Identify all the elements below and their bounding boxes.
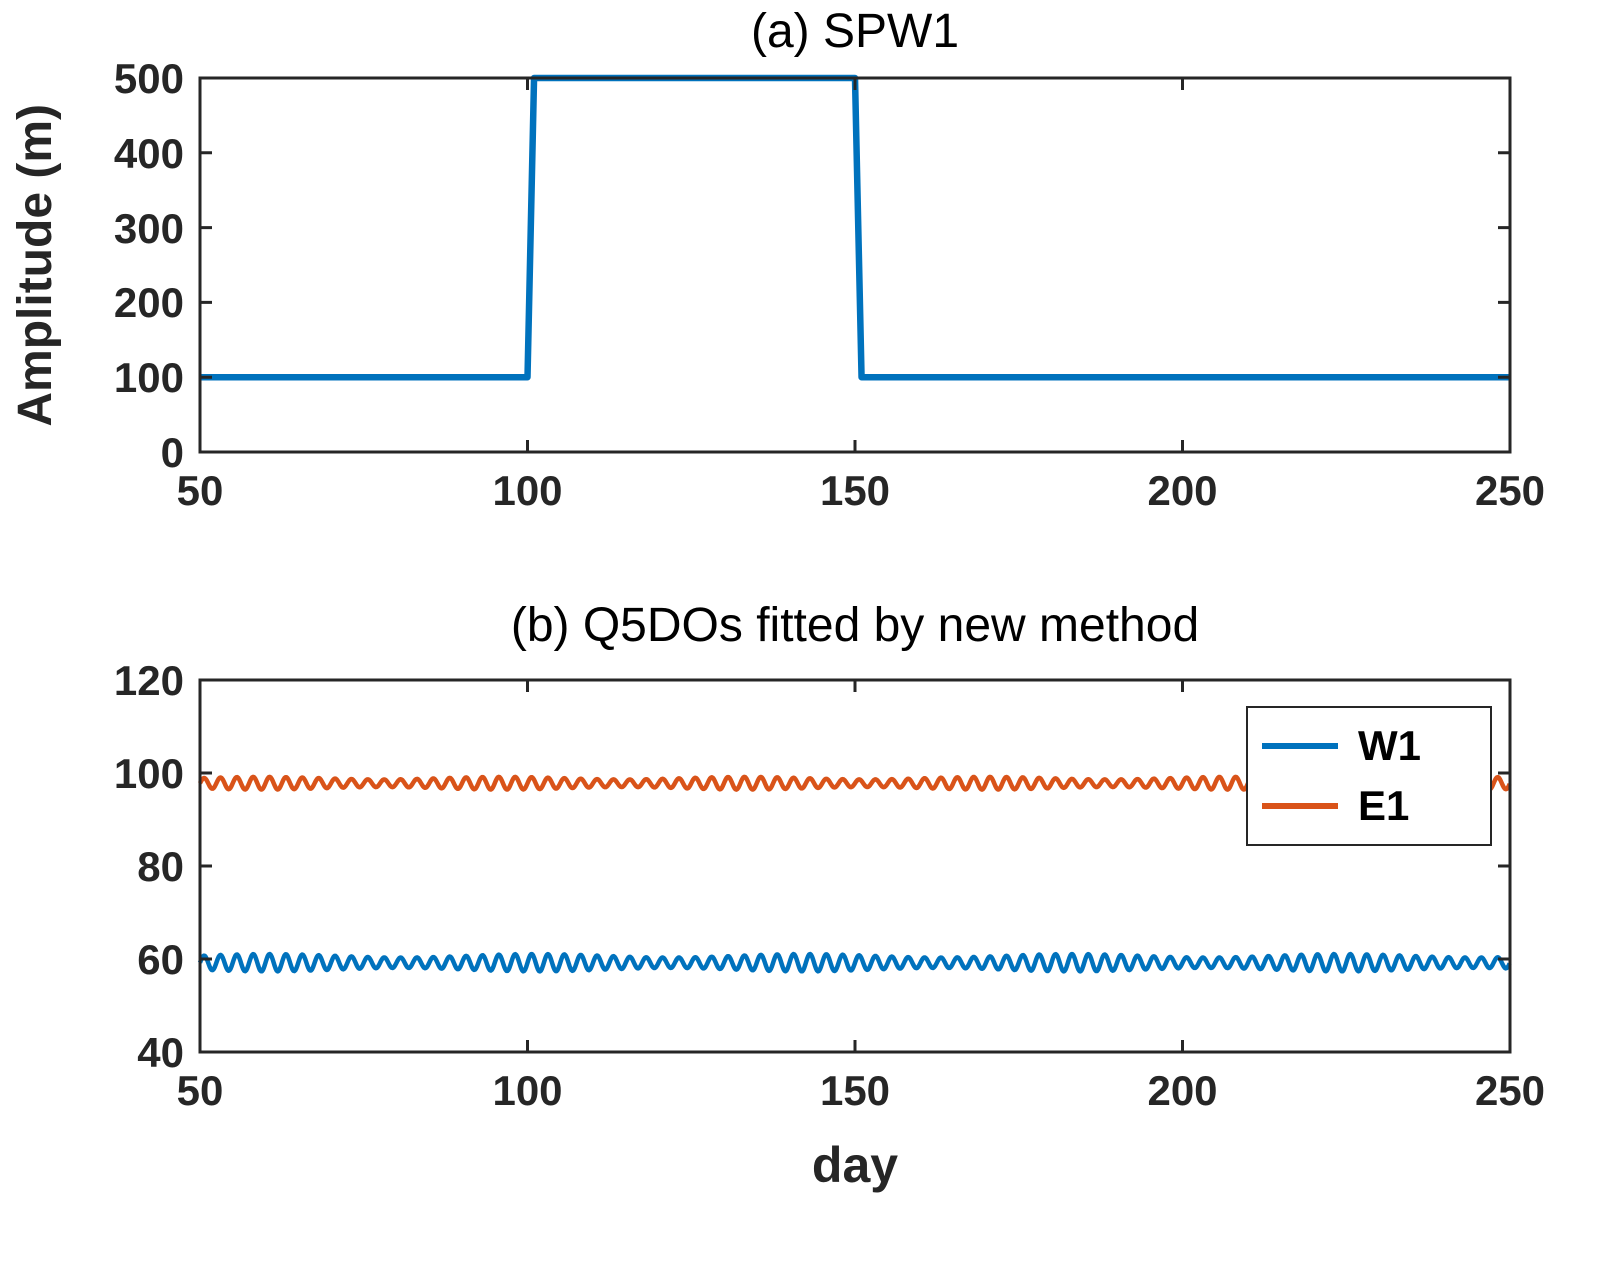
chart-a-y-tick-label: 100 xyxy=(113,354,184,402)
legend-line-w1-swatch xyxy=(1262,743,1338,750)
chart-b-y-tick-label: 120 xyxy=(113,657,184,704)
chart-a-ylabel: Amplitude (m) xyxy=(8,60,63,470)
chart-b-x-tick-label: 50 xyxy=(176,1067,224,1114)
chart-a-canvas xyxy=(198,74,1512,454)
chart-a-tick-marks xyxy=(198,76,1512,454)
legend-line-e1-swatch xyxy=(1262,802,1338,809)
chart-b-y-tick-label: 80 xyxy=(137,843,184,890)
chart-a-title: (a) SPW1 xyxy=(750,5,960,58)
series-line-w1 xyxy=(197,951,1512,974)
chart-a-y-tick-label: 300 xyxy=(113,204,184,252)
legend-label-e1: E1 xyxy=(1358,781,1410,829)
chart-b-tick-marks xyxy=(198,678,1512,1054)
legend-item-e1: E1 xyxy=(1248,781,1490,829)
chart-b-title: (b) Q5DOs fitted by new method xyxy=(510,599,1200,652)
chart-b-y-tick-label: 60 xyxy=(137,936,184,983)
chart-b-x-tick-label: 250 xyxy=(1474,1067,1546,1114)
chart-a-x-tick-label: 50 xyxy=(176,467,224,514)
chart-a-x-tick-label: 250 xyxy=(1474,467,1546,514)
chart-b-y-tick-label: 40 xyxy=(137,1029,184,1076)
chart-b-y-tick-label: 100 xyxy=(113,750,184,797)
chart-b-legend: W1 E1 xyxy=(1246,706,1492,846)
chart-a-y-tick-label: 200 xyxy=(113,279,184,327)
chart-b-x-tick-label: 150 xyxy=(819,1067,891,1114)
chart-a-y-tick-label: 0 xyxy=(160,429,184,476)
chart-a-x-tick-label: 150 xyxy=(819,467,891,514)
legend-item-w1: W1 xyxy=(1248,725,1490,767)
chart-a-y-tick-label: 400 xyxy=(113,129,184,177)
chart-b-x-tick-label: 100 xyxy=(492,1067,563,1114)
chart-a-x-tick-label: 200 xyxy=(1147,467,1218,514)
series-line-spw1 xyxy=(200,74,1510,381)
chart-b-x-tick-label: 200 xyxy=(1147,1067,1218,1114)
chart-b-xlabel: day xyxy=(811,1137,899,1193)
legend-label-w1: W1 xyxy=(1358,722,1421,770)
chart-a-y-tick-label: 500 xyxy=(113,55,184,102)
chart-a-x-tick-label: 100 xyxy=(492,467,563,514)
